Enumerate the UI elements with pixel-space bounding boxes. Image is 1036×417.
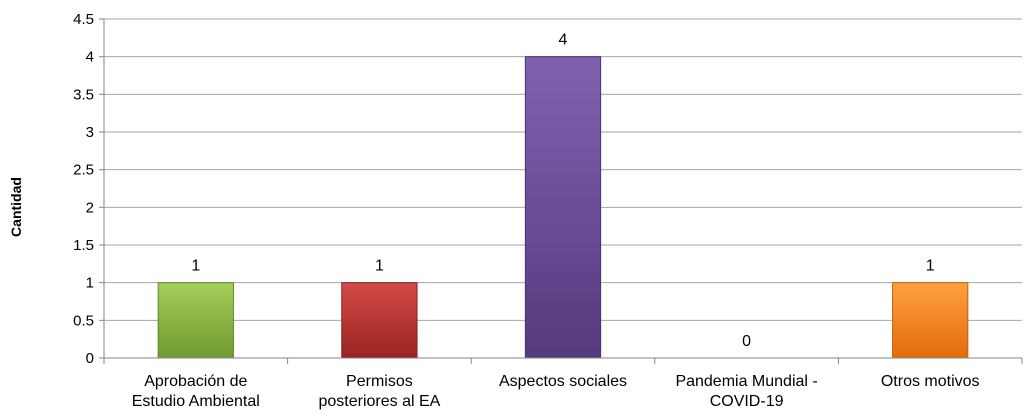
data-label: 1	[375, 258, 384, 275]
y-tick-label: 2.5	[73, 162, 94, 179]
data-labels: 1 1 4 0 1	[191, 32, 934, 350]
y-tick-label: 1	[86, 275, 94, 292]
bar	[524, 56, 602, 359]
data-label: 4	[559, 32, 568, 49]
y-tick-label: 3	[86, 124, 94, 141]
x-tick-label: Pandemia Mundial -COVID-19	[675, 373, 817, 410]
bar	[341, 282, 418, 359]
x-tick-label: Otros motivos	[881, 373, 980, 390]
axes	[99, 18, 1023, 364]
data-label: 0	[742, 333, 751, 350]
y-tick-label: 2	[86, 199, 94, 216]
y-tick-label: 4.5	[73, 11, 94, 28]
bar	[157, 282, 234, 359]
x-tick-label: Aprobación de Estudio Ambiental	[132, 373, 260, 410]
data-label: 1	[191, 258, 200, 275]
x-tick-label: Aspectos sociales	[499, 373, 627, 390]
y-tick-label: 1.5	[73, 237, 94, 254]
bars	[157, 56, 969, 359]
data-label: 1	[926, 258, 935, 275]
x-tick-label: Permisos posteriores al EA	[318, 373, 440, 410]
y-axis-title: Cantidad	[8, 177, 24, 237]
y-tick-labels: 0 0.5 1 1.5 2 2.5 3 3.5 4 4.5	[73, 11, 94, 367]
y-tick-label: 0	[86, 350, 94, 367]
x-category-labels: Aprobación de Estudio Ambiental Permisos po…	[132, 373, 980, 410]
y-tick-label: 0.5	[73, 312, 94, 329]
bar	[892, 282, 969, 359]
y-tick-label: 4	[86, 49, 94, 66]
y-tick-label: 3.5	[73, 86, 94, 103]
